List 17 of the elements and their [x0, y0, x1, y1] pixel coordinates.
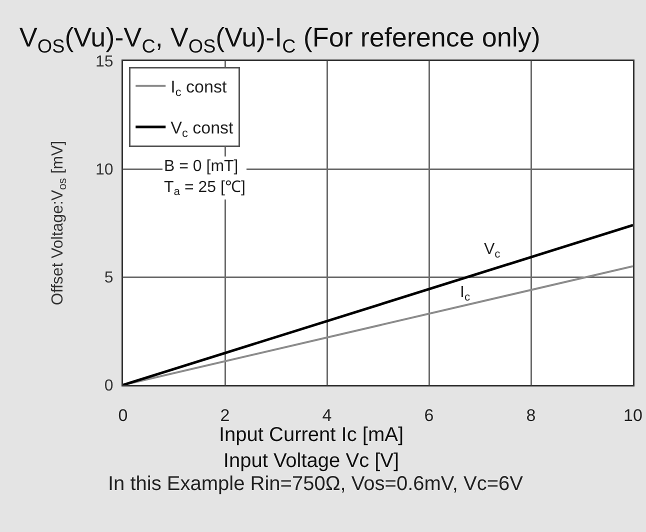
x-tick-label: 6	[424, 406, 434, 425]
x-axis-title: Input Current Ic [mA] Input Voltage Vc [V]	[219, 424, 404, 472]
annotation: V$_{c}$	[484, 241, 501, 260]
y-tick-label: 10	[96, 162, 114, 179]
annotation: B = 0 [mT] T$_{a}$ = 25 [℃]	[164, 158, 246, 198]
y-tick-label: 5	[104, 270, 114, 287]
x-tick-label: 2	[220, 406, 230, 425]
x-tick-label: 4	[322, 406, 332, 425]
annotation: I$_{c}$	[460, 284, 470, 304]
text: In this Example Rin=750Ω, Vos=0.6mV, Vc=6V	[108, 473, 524, 495]
x-tick-label: 10	[624, 406, 642, 425]
x-tick-label: 0	[118, 406, 128, 425]
y-tick-label: 0	[104, 378, 114, 395]
x-tick-label: 8	[526, 406, 536, 425]
y-tick-label: 15	[96, 54, 114, 71]
legend-label: I$_{c}$ const	[170, 78, 227, 100]
legend-label: V$_{c}$ const	[170, 118, 234, 140]
